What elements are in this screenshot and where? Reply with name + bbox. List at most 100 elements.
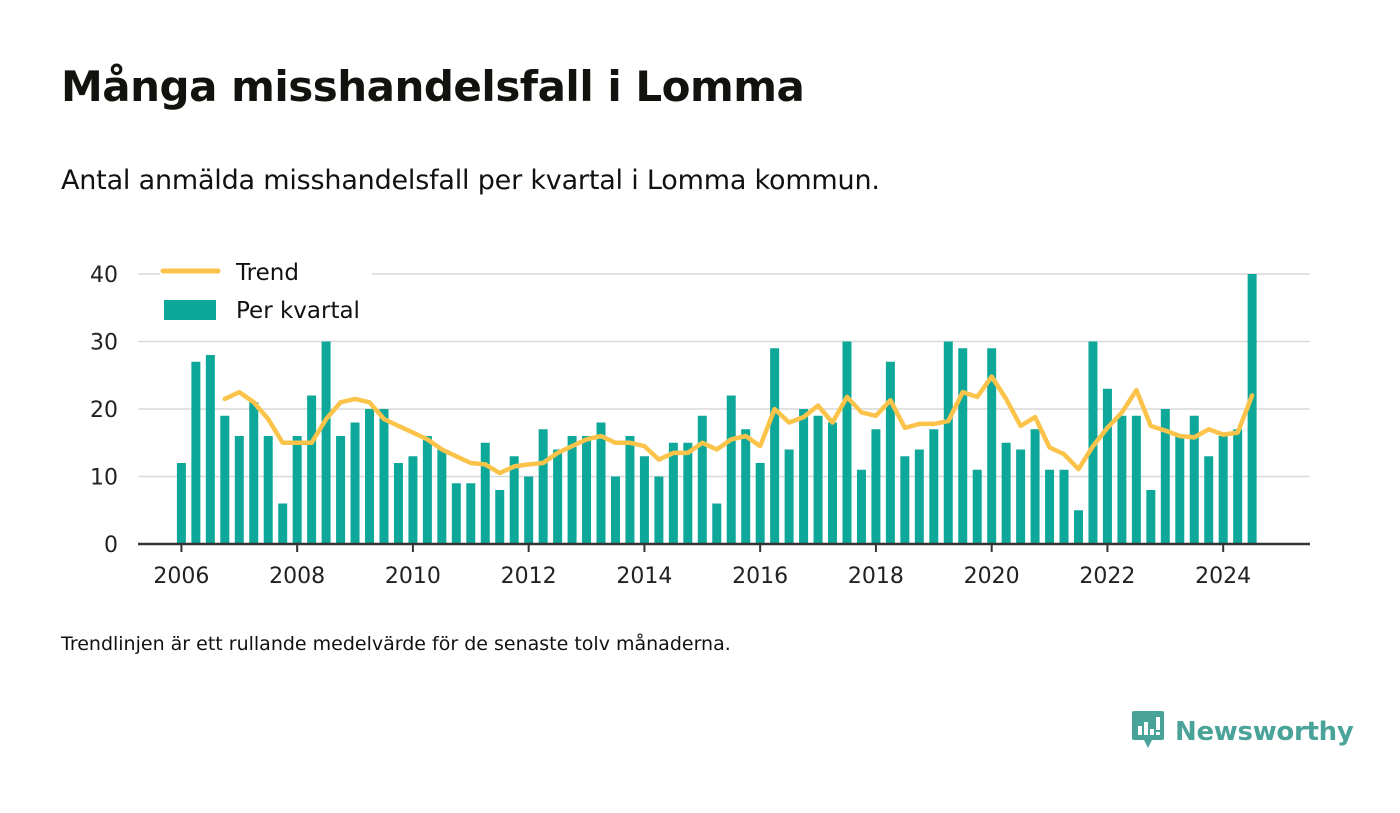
- bar: [1001, 442, 1011, 544]
- bar: [654, 476, 664, 544]
- bar: [1146, 490, 1156, 544]
- x-tick-label: 2022: [1079, 564, 1135, 589]
- bar: [437, 449, 447, 544]
- bar: [408, 456, 418, 544]
- bar: [1218, 436, 1228, 544]
- bar: [900, 456, 910, 544]
- bar: [1030, 429, 1040, 544]
- bar: [1059, 469, 1069, 544]
- bar: [1016, 449, 1026, 544]
- brand-name: Newsworthy: [1175, 717, 1354, 747]
- x-tick-label: 2006: [153, 564, 209, 589]
- bar: [972, 469, 982, 544]
- bar: [1102, 388, 1112, 544]
- y-tick-label: 20: [90, 398, 118, 423]
- bar: [770, 348, 780, 544]
- bar: [958, 348, 968, 544]
- bar: [1175, 436, 1185, 544]
- bar: [856, 469, 866, 544]
- bar: [466, 483, 476, 544]
- bar: [668, 442, 678, 544]
- bar: [625, 436, 635, 544]
- bar: [596, 422, 606, 544]
- bar: [726, 395, 736, 544]
- bar: [784, 449, 794, 544]
- bar: [379, 409, 389, 544]
- bar: [610, 476, 620, 544]
- bar: [987, 348, 997, 544]
- bar: [567, 436, 577, 544]
- bar: [176, 463, 186, 544]
- line-series-trend: [222, 374, 1255, 476]
- x-tick-label: 2010: [385, 564, 441, 589]
- bar: [1247, 274, 1257, 544]
- y-tick-label: 10: [90, 466, 118, 491]
- y-tick-label: 40: [90, 263, 118, 288]
- bar: [495, 490, 505, 544]
- bar: [393, 463, 403, 544]
- bar-series-per-kvartal: [176, 274, 1257, 544]
- bar: [842, 341, 852, 544]
- bar: [538, 429, 548, 544]
- bar: [480, 442, 490, 544]
- legend-swatch-per-kvartal: [164, 300, 216, 320]
- brand[interactable]: Newsworthy: [1131, 710, 1354, 754]
- footnote: Trendlinjen är ett rullande medelvärde f…: [61, 633, 731, 655]
- bar: [191, 361, 201, 544]
- y-tick-label: 30: [90, 331, 118, 356]
- bar: [350, 422, 360, 544]
- bar: [683, 442, 693, 544]
- axes: 0 10 20 30 40 2006 2008 2010 2012 2014 2016 2018 202…: [90, 263, 1310, 589]
- bar: [929, 429, 939, 544]
- bar: [1233, 429, 1243, 544]
- bar: [524, 476, 534, 544]
- bar: [553, 449, 563, 544]
- bar: [813, 415, 823, 544]
- x-tick-label: 2016: [732, 564, 788, 589]
- bar: [205, 355, 215, 544]
- bar: [1189, 415, 1199, 544]
- bar: [871, 429, 881, 544]
- bar: [220, 415, 230, 544]
- bar: [639, 456, 649, 544]
- bar: [249, 402, 259, 544]
- bar: [1117, 415, 1127, 544]
- bar: [885, 361, 895, 544]
- bar: [914, 449, 924, 544]
- bar: [422, 436, 432, 544]
- page-title: Många misshandelsfall i Lomma: [61, 62, 805, 111]
- bar: [1045, 469, 1055, 544]
- x-tick-label: 2008: [269, 564, 325, 589]
- bar: [943, 341, 953, 544]
- bar: [321, 341, 331, 544]
- page-subtitle: Antal anmälda misshandelsfall per kvarta…: [61, 165, 880, 196]
- bar: [234, 436, 244, 544]
- bar: [509, 456, 519, 544]
- bar: [741, 429, 751, 544]
- bar: [828, 422, 838, 544]
- bar: [1160, 409, 1170, 544]
- x-tick-label: 2018: [848, 564, 904, 589]
- bar: [278, 503, 288, 544]
- bar: [336, 436, 346, 544]
- bar: [755, 463, 765, 544]
- x-tick-label: 2020: [964, 564, 1020, 589]
- x-tick-label: 2014: [616, 564, 672, 589]
- bar: [582, 436, 592, 544]
- bar: [697, 415, 707, 544]
- bar: [712, 503, 722, 544]
- y-tick-label: 0: [104, 533, 118, 558]
- trend-line: [222, 374, 1255, 476]
- newsworthy-logo-icon: [1131, 710, 1165, 754]
- bar: [799, 409, 809, 544]
- legend-label-trend: Trend: [235, 260, 299, 286]
- legend: Trend Per kvartal: [160, 258, 372, 324]
- legend-label-per-kvartal: Per kvartal: [236, 298, 360, 324]
- bar: [263, 436, 273, 544]
- x-tick-label: 2012: [501, 564, 557, 589]
- x-tick-label: 2024: [1195, 564, 1251, 589]
- bar: [1131, 415, 1141, 544]
- bar: [307, 395, 317, 544]
- bar: [365, 409, 375, 544]
- bar: [1204, 456, 1214, 544]
